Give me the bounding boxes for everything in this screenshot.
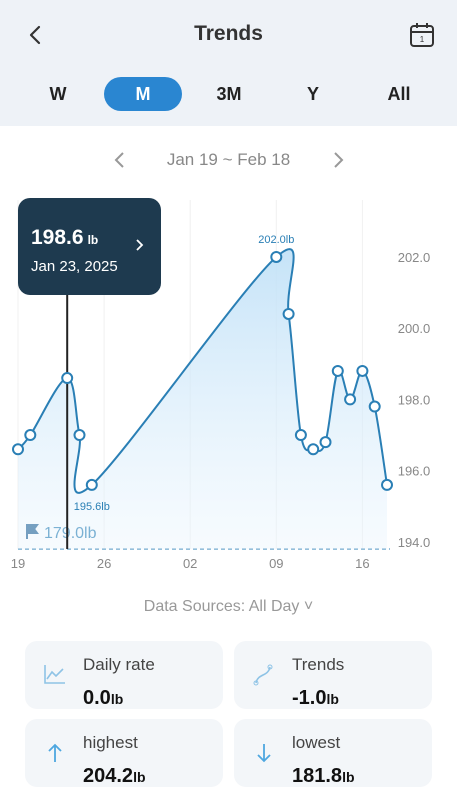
- stat-card: Daily rate 0.0lb: [25, 641, 223, 709]
- tab[interactable]: Y: [306, 84, 319, 104]
- tooltip-value: 198.6: [31, 226, 84, 249]
- x-tick-label: 09: [269, 556, 283, 571]
- tooltip-chevron: [136, 239, 144, 251]
- stat-unit: lb: [326, 691, 339, 707]
- point: [61, 372, 74, 385]
- x-tick-label: 16: [355, 556, 369, 571]
- point: [368, 400, 381, 413]
- stat-unit: lb: [110, 691, 124, 707]
- tab[interactable]: W: [49, 84, 67, 104]
- stat-card: highest 204.2lb: [25, 719, 223, 787]
- page-title: Trends: [194, 22, 263, 45]
- point: [381, 478, 393, 491]
- point: [24, 429, 37, 442]
- stat-value-row: 0.0lb: [83, 687, 123, 710]
- prev-range-button[interactable]: [112, 150, 128, 170]
- stat-unit: lb: [133, 769, 146, 785]
- point: [307, 443, 320, 456]
- back-button[interactable]: [26, 24, 46, 46]
- stat-value: 204.2: [83, 765, 134, 787]
- stat-icon: [48, 743, 62, 762]
- stat-icon: [44, 665, 65, 684]
- y-tick-label: 202.0: [398, 250, 431, 265]
- stat-label: highest: [83, 733, 138, 752]
- point: [294, 429, 307, 442]
- stat-card: Trends -1.0lb: [234, 641, 432, 709]
- stat-value-row: -1.0lb: [292, 687, 339, 710]
- svg-text:1: 1: [420, 35, 425, 44]
- y-tick-label: 198.0: [398, 392, 431, 407]
- tooltip-date: Jan 23, 2025: [31, 258, 118, 275]
- tab[interactable]: M: [104, 77, 182, 111]
- point: [270, 250, 283, 263]
- next-range-button[interactable]: [330, 150, 346, 170]
- point: [356, 364, 369, 377]
- calendar-button[interactable]: 1: [408, 21, 436, 49]
- date-range: Jan 19 ~ Feb 18: [166, 150, 291, 169]
- y-tick-label: 194.0: [398, 535, 431, 550]
- area: [18, 249, 387, 549]
- tooltip: [18, 198, 161, 295]
- stat-value-row: 204.2lb: [83, 765, 146, 788]
- tab[interactable]: All: [387, 84, 411, 104]
- data-sources-text: Data Sources: All Day: [143, 598, 300, 615]
- value-label: 202.0lb: [258, 234, 294, 246]
- stat-value: 0.0: [83, 687, 111, 709]
- stat-icon: [257, 744, 271, 763]
- stat-value-row: 181.8lb: [292, 765, 355, 788]
- stat-value: -1.0: [292, 687, 327, 709]
- stat-icon: [253, 664, 273, 686]
- point: [85, 478, 98, 491]
- data-sources: Data Sources: All Day ˅: [143, 598, 314, 615]
- point: [319, 436, 332, 449]
- point: [12, 443, 24, 456]
- point: [344, 393, 357, 406]
- tooltip-unit: lb: [88, 233, 99, 247]
- data-sources-button[interactable]: Data Sources: All Day ˅: [0, 598, 457, 620]
- header: [0, 0, 457, 126]
- stat-label: lowest: [292, 733, 341, 752]
- x-tick-label: 19: [11, 556, 25, 571]
- stat-card: lowest 181.8lb: [234, 719, 432, 787]
- y-tick-label: 196.0: [398, 464, 431, 479]
- stat-label: Daily rate: [83, 655, 155, 674]
- x-tick-label: 02: [183, 556, 197, 571]
- stat-value: 181.8: [292, 765, 343, 787]
- line: [17, 248, 388, 494]
- stat-unit: lb: [342, 769, 355, 785]
- tab[interactable]: 3M: [216, 84, 242, 104]
- y-tick-label: 200.0: [398, 321, 431, 336]
- point: [282, 307, 295, 320]
- point: [73, 429, 86, 442]
- chart: 1926020916194.0196.0198.0200.0202.0179.0…: [11, 198, 431, 571]
- value-label: 195.6lb: [74, 501, 110, 513]
- point: [331, 364, 344, 377]
- x-tick-label: 26: [97, 556, 111, 571]
- stat-label: Trends: [292, 655, 345, 674]
